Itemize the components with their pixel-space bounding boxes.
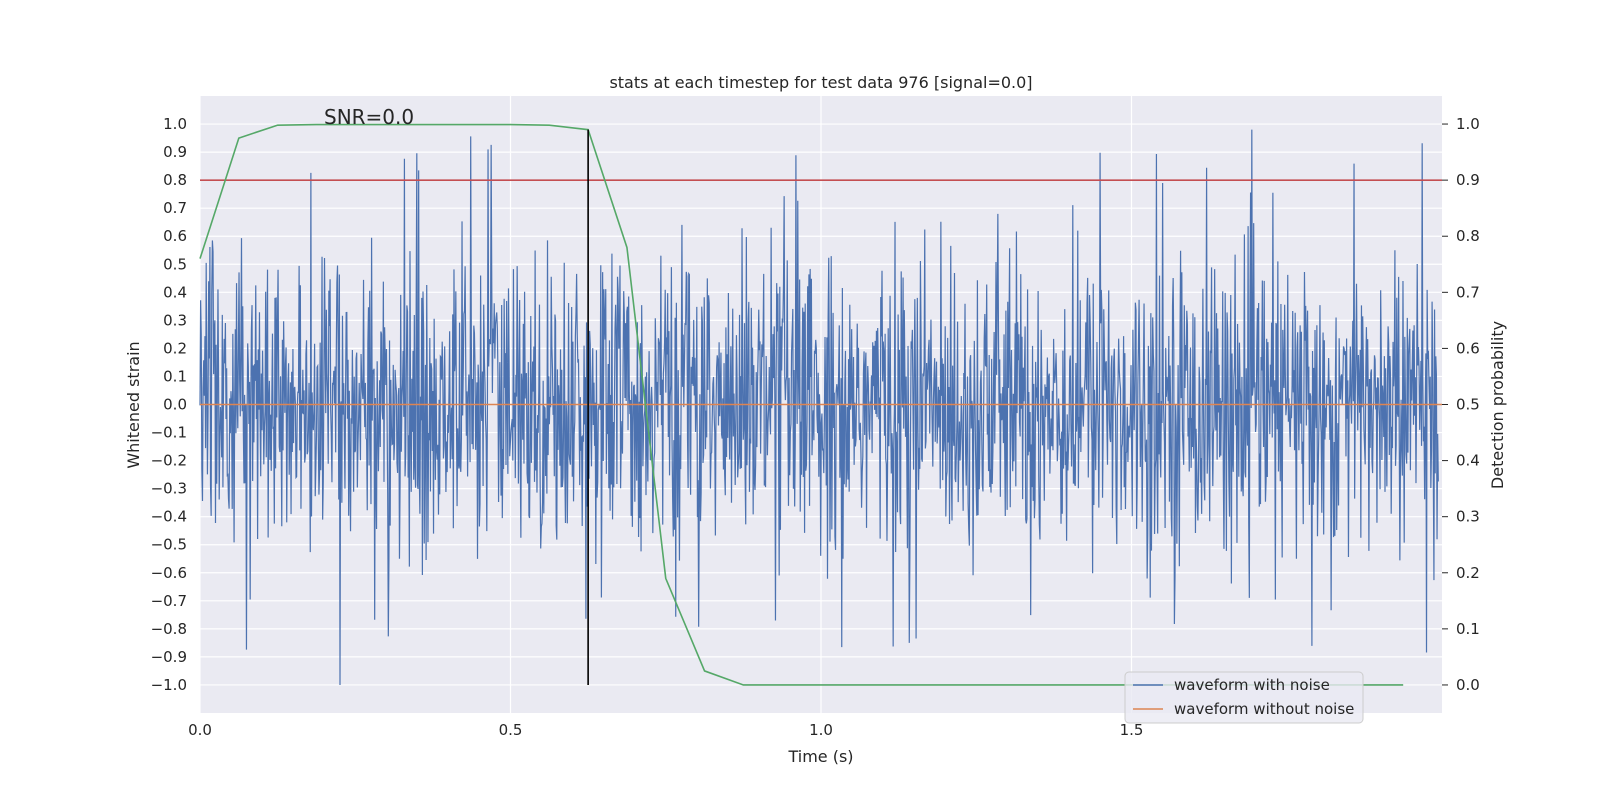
y-tick-label: 0.7 bbox=[163, 199, 187, 217]
y-tick-label: −0.4 bbox=[151, 508, 187, 526]
y-tick-label: −0.3 bbox=[151, 480, 187, 498]
ticks-layer: 0.0 0.5 1.0 1.5 1.0 0.9 0.8 0.7 0.6 0.5 0.4 0.3 0.2 0… bbox=[151, 115, 1480, 739]
y-tick-label: 0.2 bbox=[163, 339, 187, 357]
y-tick-label: 0.9 bbox=[163, 143, 187, 161]
y2-tick-label: 0.0 bbox=[1456, 676, 1480, 694]
x-tick-label: 1.5 bbox=[1120, 721, 1144, 739]
y2-tick-label: 0.5 bbox=[1456, 396, 1480, 414]
waveform-with-noise-series bbox=[199, 129, 1439, 685]
y2-tick-label: 0.9 bbox=[1456, 171, 1480, 189]
y-tick-label: 1.0 bbox=[163, 115, 187, 133]
waveform-with-noise-line bbox=[199, 129, 1439, 685]
y-tick-label: 0.1 bbox=[163, 367, 187, 385]
y2-tick-label: 0.2 bbox=[1456, 564, 1480, 582]
y2-tick-label: 0.3 bbox=[1456, 508, 1480, 526]
x-axis-label: Time (s) bbox=[787, 747, 853, 766]
y-tick-label: −0.6 bbox=[151, 564, 187, 582]
snr-annotation: SNR=0.0 bbox=[324, 105, 414, 129]
y2-tick-label: 0.7 bbox=[1456, 283, 1480, 301]
y2-tick-label: 0.4 bbox=[1456, 452, 1480, 470]
legend-label-noise: waveform with noise bbox=[1174, 676, 1330, 694]
x-tick-label: 0.5 bbox=[499, 721, 523, 739]
y2-tick-label: 0.1 bbox=[1456, 620, 1480, 638]
y-tick-label: −0.8 bbox=[151, 620, 187, 638]
y-tick-label: −1.0 bbox=[151, 676, 187, 694]
legend-label-clean: waveform without noise bbox=[1174, 700, 1354, 718]
x-tick-label: 1.0 bbox=[809, 721, 833, 739]
y-tick-label: 0.0 bbox=[163, 396, 187, 414]
y-tick-label: −0.9 bbox=[151, 648, 187, 666]
lines-layer bbox=[199, 123, 1442, 686]
legend: waveform with noise waveform without noi… bbox=[1124, 671, 1364, 724]
y-tick-label: −0.1 bbox=[151, 424, 187, 442]
y-tick-label: 0.3 bbox=[163, 311, 187, 329]
y-axis-label: Whitened strain bbox=[124, 341, 143, 468]
y-tick-label: 0.8 bbox=[163, 171, 187, 189]
y2-tick-label: 1.0 bbox=[1456, 115, 1480, 133]
legend-box bbox=[1124, 671, 1364, 724]
y2-axis-label: Detection probability bbox=[1488, 321, 1507, 489]
y-tick-label: −0.2 bbox=[151, 452, 187, 470]
y2-tick-label: 0.6 bbox=[1456, 339, 1480, 357]
y-tick-label: 0.5 bbox=[163, 255, 187, 273]
y2-tick-label: 0.8 bbox=[1456, 227, 1480, 245]
y-tick-label: 0.4 bbox=[163, 283, 187, 301]
y-tick-label: −0.7 bbox=[151, 592, 187, 610]
y-tick-label: 0.6 bbox=[163, 227, 187, 245]
y-tick-label: −0.5 bbox=[151, 536, 187, 554]
x-tick-label: 0.0 bbox=[188, 721, 212, 739]
chart-title: stats at each timestep for test data 976… bbox=[609, 73, 1032, 92]
